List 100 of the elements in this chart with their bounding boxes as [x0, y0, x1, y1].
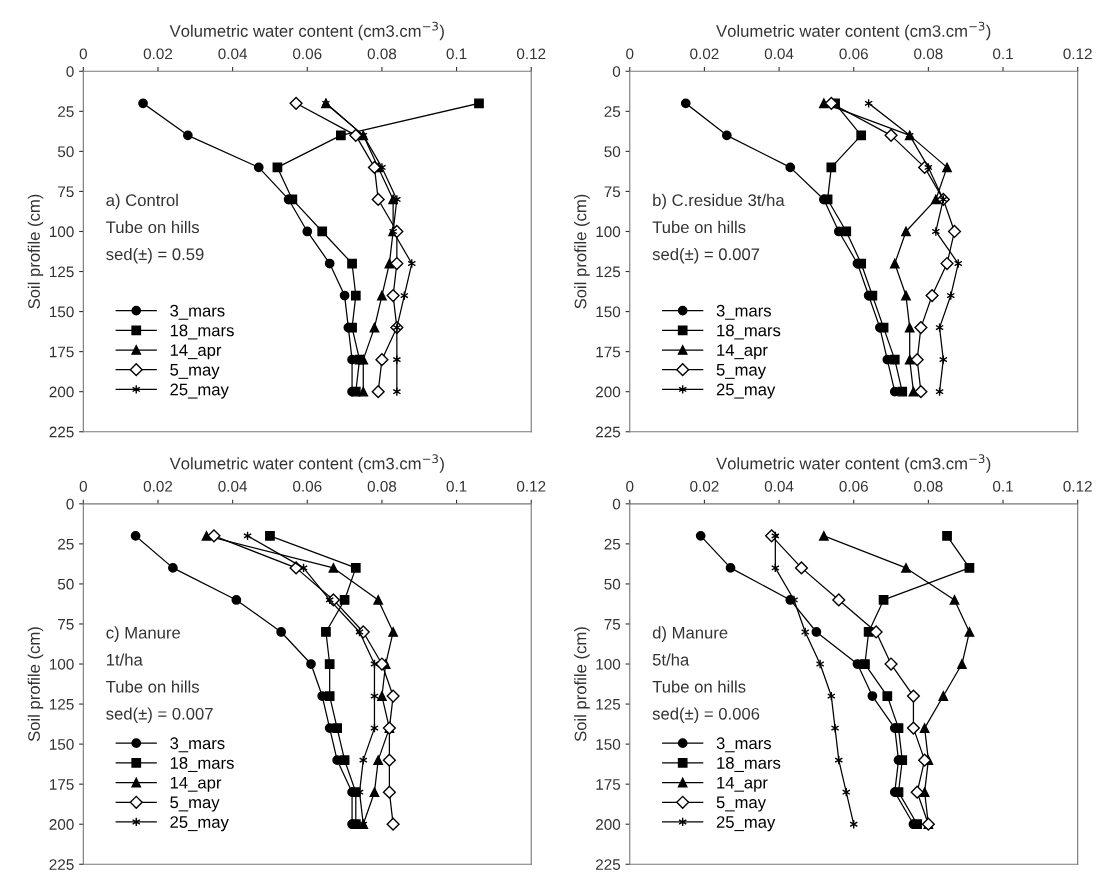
y-tick-label: 200: [596, 819, 621, 830]
legend-label: 3_mars: [716, 304, 771, 320]
x-tick-label: 0.06: [839, 480, 868, 492]
y-tick-label: 100: [49, 658, 74, 670]
x-tick-label: 0.02: [690, 480, 719, 492]
legend-label: 25_may: [716, 816, 776, 832]
annotation: 1t/ha: [106, 653, 143, 666]
y-tick-label: 225: [49, 426, 74, 438]
y-tick-label: 225: [596, 426, 621, 438]
x-tick-label: 0.12: [516, 48, 546, 60]
legend-label: 18_mars: [170, 324, 234, 340]
x-tick-label: 0.1: [993, 480, 1013, 492]
legend-label: 5_may: [716, 796, 767, 812]
x-tick-label: 0: [626, 48, 634, 60]
legend-label: 14_apr: [170, 344, 222, 360]
x-tick-label: 0.1: [993, 48, 1013, 60]
x-axis-title: Volumetric water content (cm3.cm$^{−3}$): [169, 454, 444, 473]
annotation: sed(±) = 0.007: [652, 247, 760, 264]
legend-label: 25_may: [170, 816, 229, 832]
x-tick-label: 0: [626, 480, 634, 492]
y-tick-label: 0: [66, 66, 74, 77]
x-tick-label: 0: [79, 48, 87, 60]
x-tick-label: 0.08: [367, 480, 397, 492]
y-tick-label: 100: [596, 226, 621, 238]
y-tick-label: 175: [596, 779, 621, 790]
x-tick-label: 0.1: [446, 480, 467, 492]
x-tick-label: 0.06: [293, 48, 322, 60]
y-tick-label: 200: [49, 819, 74, 830]
legend-label: 3_mars: [716, 737, 771, 753]
y-tick-label: 125: [596, 698, 621, 710]
annotation: Tube on hills: [652, 220, 746, 234]
annotation: Tube on hills: [652, 680, 746, 693]
legend-label: 18_mars: [717, 324, 781, 340]
x-tick-label: 0: [79, 480, 87, 492]
x-tick-label: 0.08: [367, 48, 397, 60]
y-tick-label: 150: [49, 738, 74, 750]
x-axis-title: Volumetric water content (cm3.cm$^{−3}$): [169, 21, 444, 41]
y-tick-label: 25: [58, 538, 74, 550]
x-tick-label: 0.04: [764, 48, 794, 60]
y-axis-title: Soil profile (cm): [574, 194, 590, 309]
annotation: sed(±) = 0.007: [106, 707, 213, 723]
y-tick-label: 50: [604, 146, 621, 158]
x-tick-label: 0.04: [218, 480, 248, 492]
annotation: sed(±) = 0.006: [652, 707, 760, 723]
legend-label: 3_mars: [170, 737, 225, 753]
legend-label: 14_apr: [717, 776, 768, 792]
y-tick-label: 0: [66, 498, 74, 510]
x-axis-title: Volumetric water content (cm3.cm$^{−3}$): [716, 454, 991, 473]
y-tick-label: 175: [596, 346, 621, 358]
y-tick-label: 125: [49, 698, 74, 710]
legend-label: 14_apr: [170, 776, 222, 792]
y-tick-label: 175: [49, 779, 74, 790]
x-tick-label: 0.02: [690, 48, 719, 60]
y-tick-label: 150: [596, 306, 621, 318]
x-tick-label: 0.02: [143, 480, 173, 492]
annotation: 5t/ha: [652, 653, 690, 666]
annotation: b) C.residue 3t/ha: [653, 193, 785, 210]
y-tick-label: 0: [612, 498, 621, 510]
x-tick-label: 0.06: [293, 480, 322, 492]
y-tick-label: 75: [604, 186, 621, 198]
annotation: Tube on hills: [106, 220, 199, 234]
y-tick-label: 175: [49, 346, 74, 358]
legend-label: 3_mars: [170, 304, 225, 320]
y-tick-label: 75: [58, 186, 74, 198]
y-axis-title: Soil profile (cm): [27, 194, 44, 309]
x-tick-label: 0.04: [764, 480, 794, 492]
x-tick-label: 0.12: [1063, 48, 1092, 60]
y-tick-label: 225: [596, 859, 621, 870]
x-tick-label: 0.08: [914, 48, 943, 60]
y-tick-label: 25: [604, 106, 621, 118]
y-tick-label: 100: [49, 226, 74, 238]
legend-label: 14_apr: [717, 344, 768, 360]
x-tick-label: 0.12: [1063, 480, 1092, 492]
legend-label: 18_mars: [717, 757, 781, 772]
x-tick-label: 0.08: [914, 480, 943, 492]
y-tick-label: 25: [58, 106, 74, 118]
annotation: a) Control: [106, 193, 178, 210]
y-tick-label: 25: [604, 538, 621, 550]
y-tick-label: 50: [57, 146, 74, 158]
annotation: Tube on hills: [106, 680, 199, 693]
y-axis-title: Soil profile (cm): [27, 627, 44, 742]
y-tick-label: 100: [596, 658, 621, 670]
y-tick-label: 125: [49, 266, 74, 278]
y-tick-label: 200: [596, 386, 621, 398]
legend-label: 25_may: [716, 383, 776, 399]
annotation: sed(±) = 0.59: [106, 247, 204, 264]
legend-label: 5_may: [716, 364, 767, 379]
x-tick-label: 0.1: [446, 48, 467, 60]
y-tick-label: 50: [604, 578, 621, 590]
y-tick-label: 150: [596, 738, 621, 750]
annotation: d) Manure: [652, 626, 728, 642]
x-axis-title: Volumetric water content (cm3.cm$^{−3}$): [716, 21, 991, 41]
y-axis-title: Soil profile (cm): [574, 627, 590, 742]
x-tick-label: 0.12: [516, 480, 546, 492]
x-tick-label: 0.02: [143, 48, 173, 60]
x-tick-label: 0.06: [839, 48, 868, 60]
y-tick-label: 50: [57, 578, 74, 590]
annotation: c) Manure: [106, 626, 180, 642]
legend-label: 25_may: [170, 383, 229, 399]
y-tick-label: 200: [49, 386, 74, 398]
